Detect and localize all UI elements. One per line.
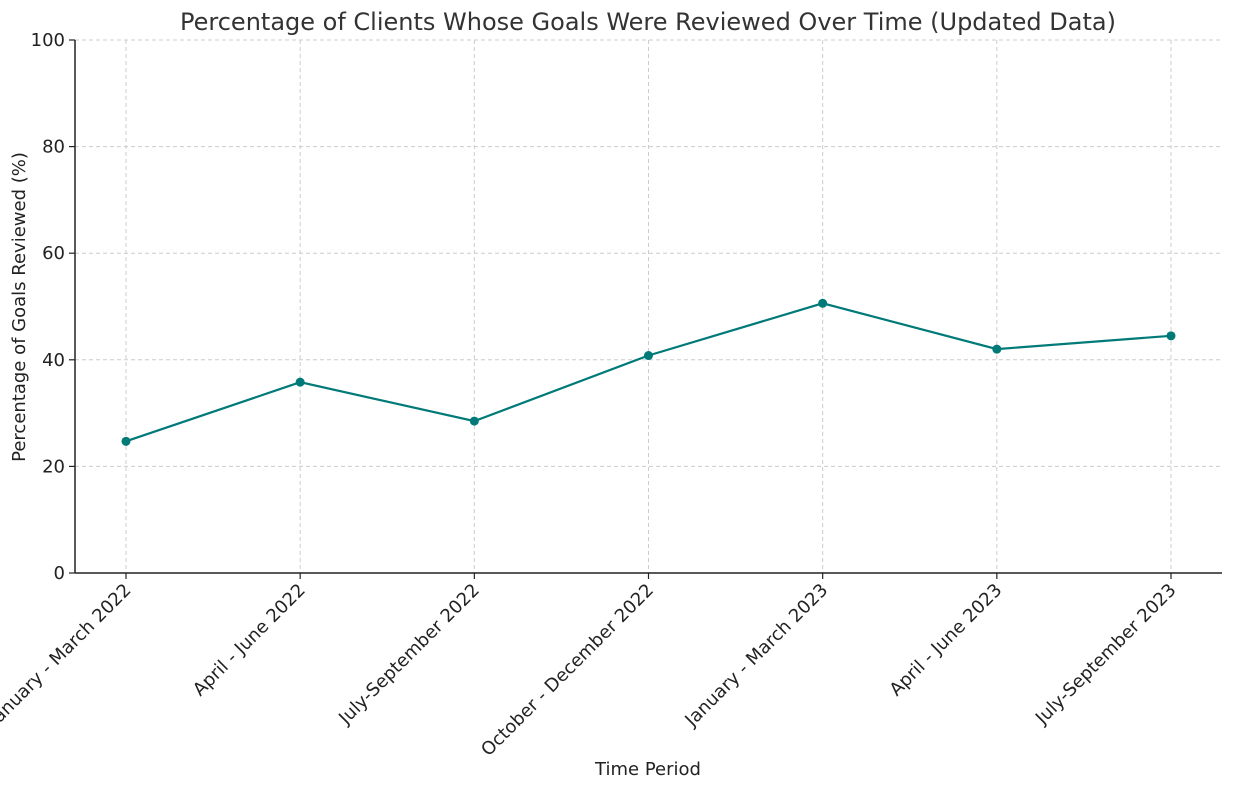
grid-layer [75,39,1222,574]
y-tick-label: 20 [42,456,65,477]
y-tick-label: 100 [31,30,65,51]
data-point [818,298,828,308]
x-axis-label: Time Period [594,759,701,780]
data-point [469,416,479,426]
x-tick-label: January - March 2022 [0,580,136,732]
x-tick-label: July-September 2022 [334,580,484,730]
data-point [121,436,131,446]
series-layer [121,298,1176,446]
x-tick-label: April - June 2023 [886,580,1007,701]
x-tick-label: January - March 2023 [680,580,832,732]
axis-layer: 0 20 40 60 80 100 January - March 2022 April - … [0,30,1222,761]
x-tick-label: October - December 2022 [477,580,658,761]
data-point [644,351,653,361]
y-tick-label: 40 [42,350,65,371]
y-tick-label: 60 [42,243,65,264]
chart-title: Percentage of Clients Whose Goals Were R… [180,8,1116,36]
data-point [295,377,305,387]
y-tick-label: 80 [42,137,65,158]
text-layer: Percentage of Clients Whose Goals Were R… [9,8,1116,780]
data-point [1166,331,1176,341]
y-axis-label: Percentage of Goals Reviewed (%) [9,152,30,462]
y-tick-label: 0 [54,563,65,584]
x-tick-label: July-September 2023 [1031,580,1181,730]
data-point [992,344,1002,354]
x-tick-label: April - June 2022 [189,580,310,701]
